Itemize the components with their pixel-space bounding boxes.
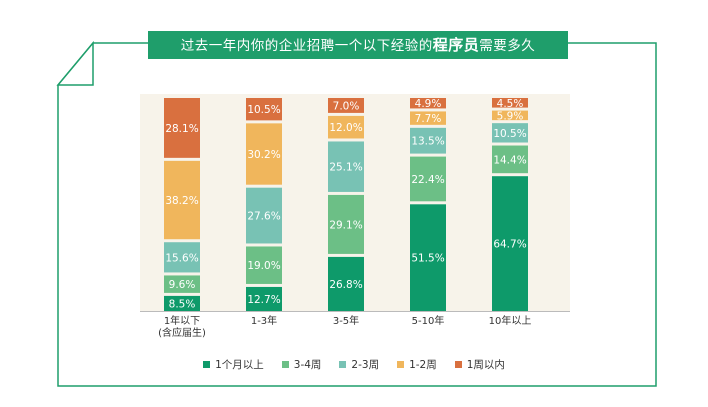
data-label: 15.6%: [165, 252, 198, 264]
data-label: 19.0%: [247, 260, 280, 272]
data-label: 7.7%: [415, 113, 442, 125]
title-suffix: 需要多久: [479, 38, 536, 54]
bar-segment: [410, 98, 446, 109]
bar-segment: [492, 98, 528, 108]
legend-swatch: [454, 361, 462, 368]
bar-segment: [246, 246, 282, 284]
bar-segment: [328, 98, 364, 113]
legend-swatch: [203, 361, 211, 368]
data-label: 38.2%: [165, 195, 198, 207]
bar-segment: [246, 187, 282, 244]
legend-label: 1个月以上: [215, 359, 264, 371]
data-label: 25.1%: [329, 162, 362, 174]
legend-swatch: [281, 361, 289, 368]
legend-item: 1周以内: [454, 357, 505, 372]
bar-segment: [328, 256, 364, 311]
title-prefix: 过去一年内你的企业招聘一个以下经验的: [180, 38, 433, 54]
data-label: 51.5%: [411, 253, 444, 265]
data-label: 10.5%: [493, 128, 526, 140]
x-tick-label: 1-3年: [251, 314, 277, 327]
bar-segment: [328, 194, 364, 254]
bar-segment: [328, 141, 364, 192]
x-tick-label: 3-5年: [333, 314, 359, 327]
bar-segment: [492, 110, 528, 121]
bar-segment: [246, 286, 282, 311]
legend-label: 1周以内: [466, 359, 505, 371]
legend-label: 1-2周: [409, 359, 437, 371]
bar-segment: [410, 156, 446, 202]
chart-title: 过去一年内你的企业招聘一个以下经验的程序员需要多久: [148, 31, 568, 59]
legend-item: 2-3周: [339, 357, 379, 372]
bar-segment: [492, 176, 528, 311]
bar-segment: [410, 127, 446, 154]
legend-label: 2-3周: [351, 359, 380, 371]
data-label: 9.6%: [169, 279, 196, 291]
legend-swatch: [397, 361, 405, 368]
x-tick-label: 5-10年: [412, 314, 445, 327]
title-emphasis: 程序员: [432, 36, 480, 54]
data-label: 12.0%: [329, 122, 362, 134]
bar-segment: [328, 115, 364, 139]
data-label: 4.5%: [497, 98, 524, 110]
bar-segment: [410, 204, 446, 311]
bar-segment: [164, 275, 200, 293]
x-tick-label: 1年以下: [164, 314, 200, 327]
data-label: 5.9%: [497, 110, 524, 122]
data-label: 12.7%: [247, 294, 280, 306]
bar-segment: [410, 111, 446, 125]
bar-segment: [164, 98, 200, 158]
legend-item: 1-2周: [397, 357, 437, 372]
x-tick-label: 10年以上: [489, 314, 532, 327]
data-label: 10.5%: [247, 104, 280, 116]
chart-legend: 1个月以上 3-4周 2-3周 1-2周 1周以内: [0, 357, 708, 372]
data-label: 7.0%: [333, 100, 360, 112]
legend-item: 3-4周: [281, 357, 322, 372]
data-label: 22.4%: [411, 174, 444, 186]
legend-item: 1个月以上: [203, 357, 264, 372]
data-label: 13.5%: [411, 136, 444, 148]
bar-segment: [164, 242, 200, 273]
bar-segment: [246, 123, 282, 185]
bar-segment: [164, 295, 200, 311]
x-tick-label: (含应届生): [158, 326, 206, 339]
data-label: 27.6%: [247, 211, 280, 223]
data-label: 26.8%: [329, 279, 362, 291]
data-label: 8.5%: [169, 298, 196, 310]
bar-segment: [492, 123, 528, 143]
legend-swatch: [339, 361, 347, 368]
data-label: 28.1%: [165, 123, 198, 135]
data-label: 29.1%: [329, 219, 362, 231]
bar-segment: [246, 98, 282, 121]
data-label: 64.7%: [493, 239, 526, 251]
data-label: 14.4%: [493, 154, 526, 166]
legend-label: 3-4周: [293, 359, 322, 371]
bar-segment: [492, 145, 528, 174]
data-label: 30.2%: [247, 149, 280, 161]
bar-segment: [164, 160, 200, 240]
data-label: 4.9%: [415, 98, 442, 110]
